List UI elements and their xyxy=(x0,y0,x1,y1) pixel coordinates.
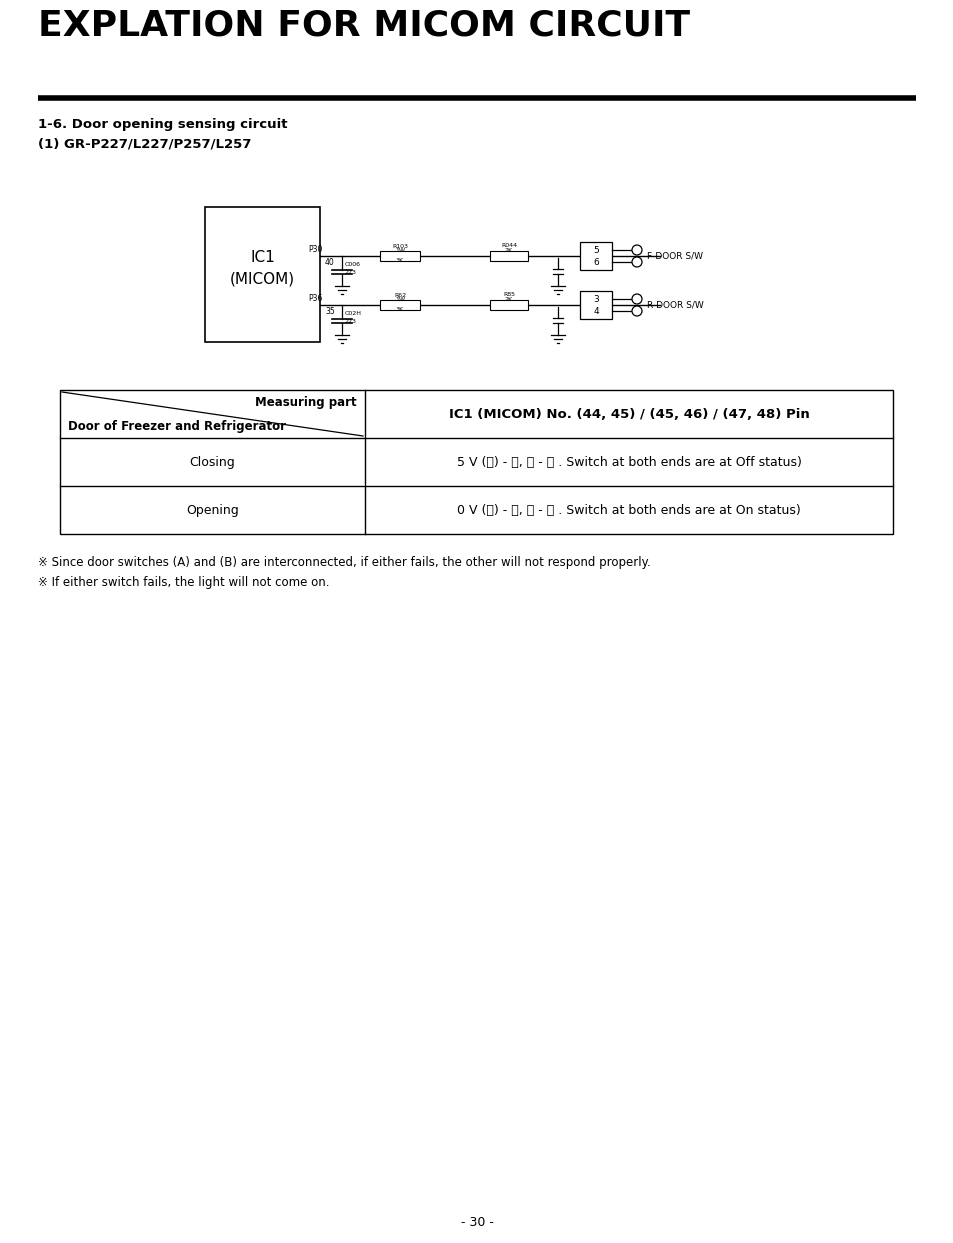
Text: Closing: Closing xyxy=(190,455,235,469)
Text: (MICOM): (MICOM) xyxy=(230,271,294,286)
Circle shape xyxy=(631,306,641,316)
Text: 1-6. Door opening sensing circuit: 1-6. Door opening sensing circuit xyxy=(38,118,287,131)
Text: 3K: 3K xyxy=(395,259,404,264)
Text: R62: R62 xyxy=(394,293,406,298)
Bar xyxy=(490,251,527,261)
Text: 223: 223 xyxy=(345,318,356,323)
Text: EXPLATION FOR MICOM CIRCUIT: EXPLATION FOR MICOM CIRCUIT xyxy=(38,7,689,42)
Text: (1) GR-P227/L227/P257/L257: (1) GR-P227/L227/P257/L257 xyxy=(38,137,251,150)
Text: Door of Freezer and Refrigerator: Door of Freezer and Refrigerator xyxy=(68,419,286,433)
Text: 0 V (Ⓐ) - Ⓑ, Ⓒ - Ⓓ . Switch at both ends are at On status): 0 V (Ⓐ) - Ⓑ, Ⓒ - Ⓓ . Switch at both ends… xyxy=(456,503,800,517)
Text: P30: P30 xyxy=(309,245,323,254)
Bar xyxy=(379,300,419,310)
Text: R103: R103 xyxy=(392,244,408,249)
Text: Measuring part: Measuring part xyxy=(255,395,356,409)
Text: 3: 3 xyxy=(593,295,598,303)
Text: F-DOOR S/W: F-DOOR S/W xyxy=(646,251,702,261)
Text: 40: 40 xyxy=(325,259,335,267)
Text: 2K: 2K xyxy=(504,249,513,254)
Text: Opening: Opening xyxy=(186,503,238,517)
Text: IC1: IC1 xyxy=(250,250,274,265)
Text: 5: 5 xyxy=(593,246,598,255)
Text: 2K: 2K xyxy=(504,297,513,302)
Bar xyxy=(579,242,612,270)
Text: R85: R85 xyxy=(502,292,515,297)
Bar xyxy=(579,291,612,319)
Text: ※ Since door switches (A) and (B) are interconnected, if either fails, the other: ※ Since door switches (A) and (B) are in… xyxy=(38,556,650,569)
Text: ※ If either switch fails, the light will not come on.: ※ If either switch fails, the light will… xyxy=(38,576,329,589)
Text: P36: P36 xyxy=(309,295,323,303)
Bar xyxy=(379,251,419,261)
Text: 1W: 1W xyxy=(395,297,405,302)
Text: C006: C006 xyxy=(345,261,360,266)
Text: IC1 (MICOM) No. (44, 45) / (45, 46) / (47, 48) Pin: IC1 (MICOM) No. (44, 45) / (45, 46) / (4… xyxy=(448,408,808,420)
Bar xyxy=(205,208,319,342)
Circle shape xyxy=(631,295,641,305)
Text: 223: 223 xyxy=(345,270,356,275)
Text: R-DOOR S/W: R-DOOR S/W xyxy=(646,301,703,310)
Text: 1W: 1W xyxy=(395,249,405,254)
Circle shape xyxy=(631,257,641,267)
Bar xyxy=(60,390,892,534)
Text: 3K: 3K xyxy=(395,307,404,312)
Text: 35: 35 xyxy=(325,307,335,316)
Bar xyxy=(490,300,527,310)
Circle shape xyxy=(631,245,641,255)
Text: 5 V (Ⓐ) - Ⓑ, Ⓒ - Ⓓ . Switch at both ends are at Off status): 5 V (Ⓐ) - Ⓑ, Ⓒ - Ⓓ . Switch at both ends… xyxy=(456,455,801,469)
Text: R044: R044 xyxy=(500,242,517,249)
Text: 4: 4 xyxy=(593,307,598,316)
Text: 6: 6 xyxy=(593,257,598,266)
Text: C02H: C02H xyxy=(345,311,361,316)
Text: - 30 -: - 30 - xyxy=(460,1216,493,1228)
